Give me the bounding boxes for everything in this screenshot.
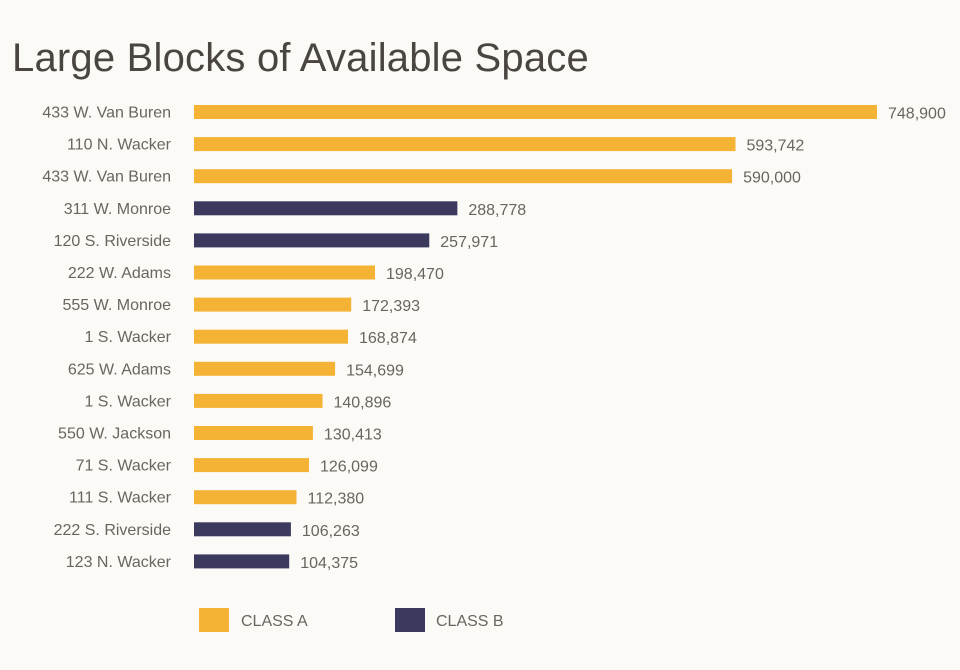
category-label: 311 W. Monroe xyxy=(64,201,171,218)
value-label: 126,099 xyxy=(320,459,378,476)
legend-label: CLASS A xyxy=(241,613,308,630)
bar-row: 120 S. Riverside 257,971 xyxy=(54,233,499,251)
bar xyxy=(194,201,458,216)
legend-item: CLASS B xyxy=(395,608,504,632)
bar xyxy=(194,265,376,280)
category-label: 123 N. Wacker xyxy=(66,554,172,571)
bar xyxy=(194,361,336,376)
category-label: 625 W. Adams xyxy=(68,361,171,378)
category-label: 120 S. Riverside xyxy=(54,233,171,250)
legend-item: CLASS A xyxy=(199,608,308,632)
legend-swatch xyxy=(395,608,425,632)
category-label: 110 N. Wacker xyxy=(67,137,172,154)
value-label: 112,380 xyxy=(307,491,364,508)
legend-label: CLASS B xyxy=(436,613,504,630)
value-label: 257,971 xyxy=(440,234,498,251)
bar-row: 625 W. Adams 154,699 xyxy=(68,361,404,379)
value-label: 154,699 xyxy=(346,362,404,379)
bar-row: 433 W. Van Buren 748,900 xyxy=(42,105,946,123)
category-label: 111 S. Wacker xyxy=(69,490,172,507)
category-label: 222 S. Riverside xyxy=(54,522,171,539)
bar xyxy=(194,233,430,248)
value-label: 748,900 xyxy=(888,106,946,123)
bar xyxy=(194,393,323,408)
bars-group: 433 W. Van Buren 748,900 110 N. Wacker 593,… xyxy=(42,105,946,572)
category-label: 433 W. Van Buren xyxy=(42,105,171,122)
value-label: 590,000 xyxy=(743,170,801,187)
bar-row: 1 S. Wacker 168,874 xyxy=(84,329,416,347)
legend-swatch xyxy=(199,608,229,632)
bar xyxy=(194,137,736,152)
value-label: 106,263 xyxy=(302,523,360,540)
bar-row: 433 W. Van Buren 590,000 xyxy=(42,169,801,187)
bar-row: 110 N. Wacker 593,742 xyxy=(67,137,804,155)
value-label: 104,375 xyxy=(300,555,358,572)
page-title: Large Blocks of Available Space xyxy=(12,36,589,80)
bar xyxy=(194,329,349,344)
value-label: 172,393 xyxy=(362,298,420,315)
category-label: 550 W. Jackson xyxy=(58,426,171,443)
category-label: 222 W. Adams xyxy=(68,265,171,282)
chart-legend: CLASS A CLASS B xyxy=(199,608,504,632)
category-label: 1 S. Wacker xyxy=(84,393,171,410)
category-label: 71 S. Wacker xyxy=(76,458,172,475)
bar-row: 550 W. Jackson 130,413 xyxy=(58,426,382,444)
category-label: 1 S. Wacker xyxy=(84,329,171,346)
bar-row: 555 W. Monroe 172,393 xyxy=(63,297,421,315)
bar-row: 1 S. Wacker 140,896 xyxy=(84,393,391,411)
bar-row: 311 W. Monroe 288,778 xyxy=(64,201,527,219)
bar-row: 71 S. Wacker 126,099 xyxy=(76,458,378,476)
bar xyxy=(194,458,310,473)
category-label: 433 W. Van Buren xyxy=(42,169,171,186)
value-label: 130,413 xyxy=(324,427,382,444)
bar xyxy=(194,490,297,505)
value-label: 593,742 xyxy=(746,138,804,155)
value-label: 168,874 xyxy=(359,330,417,347)
bar xyxy=(194,105,877,119)
bar xyxy=(194,554,290,569)
value-label: 288,778 xyxy=(468,202,526,219)
bar xyxy=(194,297,352,312)
bar xyxy=(194,426,313,440)
category-label: 555 W. Monroe xyxy=(63,297,172,314)
bar xyxy=(194,169,733,184)
bar xyxy=(194,522,291,537)
value-label: 140,896 xyxy=(333,394,391,411)
value-label: 198,470 xyxy=(386,266,444,283)
bar-row: 222 W. Adams 198,470 xyxy=(68,265,444,283)
bar-row: 123 N. Wacker 104,375 xyxy=(66,554,358,572)
bar-row: 111 S. Wacker 112,380 xyxy=(69,490,364,508)
bar-row: 222 S. Riverside 106,263 xyxy=(54,522,360,540)
